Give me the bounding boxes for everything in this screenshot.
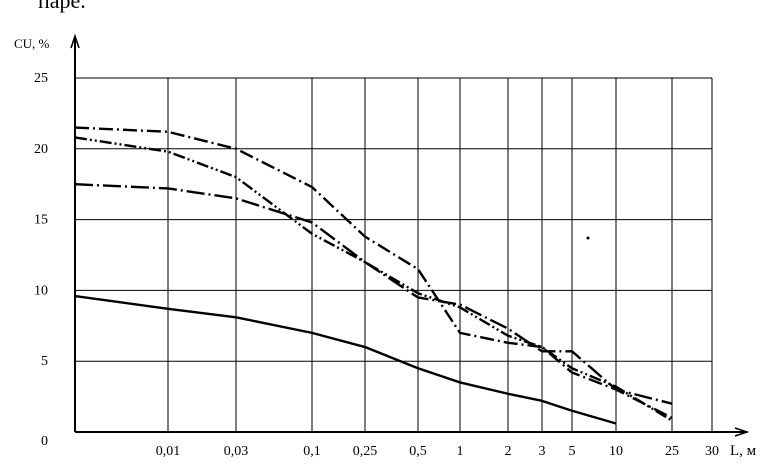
x-tick-label: 2 xyxy=(505,444,512,459)
series-line-4 xyxy=(74,183,673,405)
x-tick-label: 1 xyxy=(457,444,464,459)
x-tick-label: 0,5 xyxy=(409,444,427,459)
stray-dot xyxy=(586,236,590,240)
y-tick-label: 10 xyxy=(34,283,48,298)
x-tick-label: 0,01 xyxy=(156,444,181,459)
y-tick-label: 20 xyxy=(34,142,48,157)
y-tick-label: 5 xyxy=(41,354,48,369)
y-tick-label: 0 xyxy=(41,434,48,449)
x-tick-labels: 0,01 0,03 0,1 0,25 0,5 1 2 3 5 10 25 30 xyxy=(156,444,719,459)
y-axis-label: CU, % xyxy=(14,36,50,51)
chart-grid xyxy=(75,77,713,432)
x-axis-label: L, м xyxy=(730,443,757,459)
y-tick-label: 15 xyxy=(34,213,48,228)
x-tick-label: 30 xyxy=(705,444,719,459)
x-tick-label: 5 xyxy=(569,444,576,459)
x-tick-label: 25 xyxy=(665,444,679,459)
series-line-3 xyxy=(74,136,673,422)
page-top-text: паре. xyxy=(38,0,86,13)
series-line-1 xyxy=(74,294,617,425)
x-tick-label: 10 xyxy=(609,444,623,459)
y-tick-labels: 0 5 10 15 20 25 xyxy=(34,71,48,449)
x-tick-label: 0,03 xyxy=(224,444,249,459)
series-line-2 xyxy=(74,126,673,419)
x-tick-label: 0,25 xyxy=(353,444,378,459)
x-axis-arrow xyxy=(734,427,750,437)
y-tick-label: 25 xyxy=(34,71,48,86)
x-tick-label: 0,1 xyxy=(303,444,321,459)
y-axis-arrow xyxy=(70,33,80,49)
chart-series xyxy=(74,126,673,425)
x-tick-label: 3 xyxy=(539,444,546,459)
chart-axes xyxy=(70,33,750,437)
